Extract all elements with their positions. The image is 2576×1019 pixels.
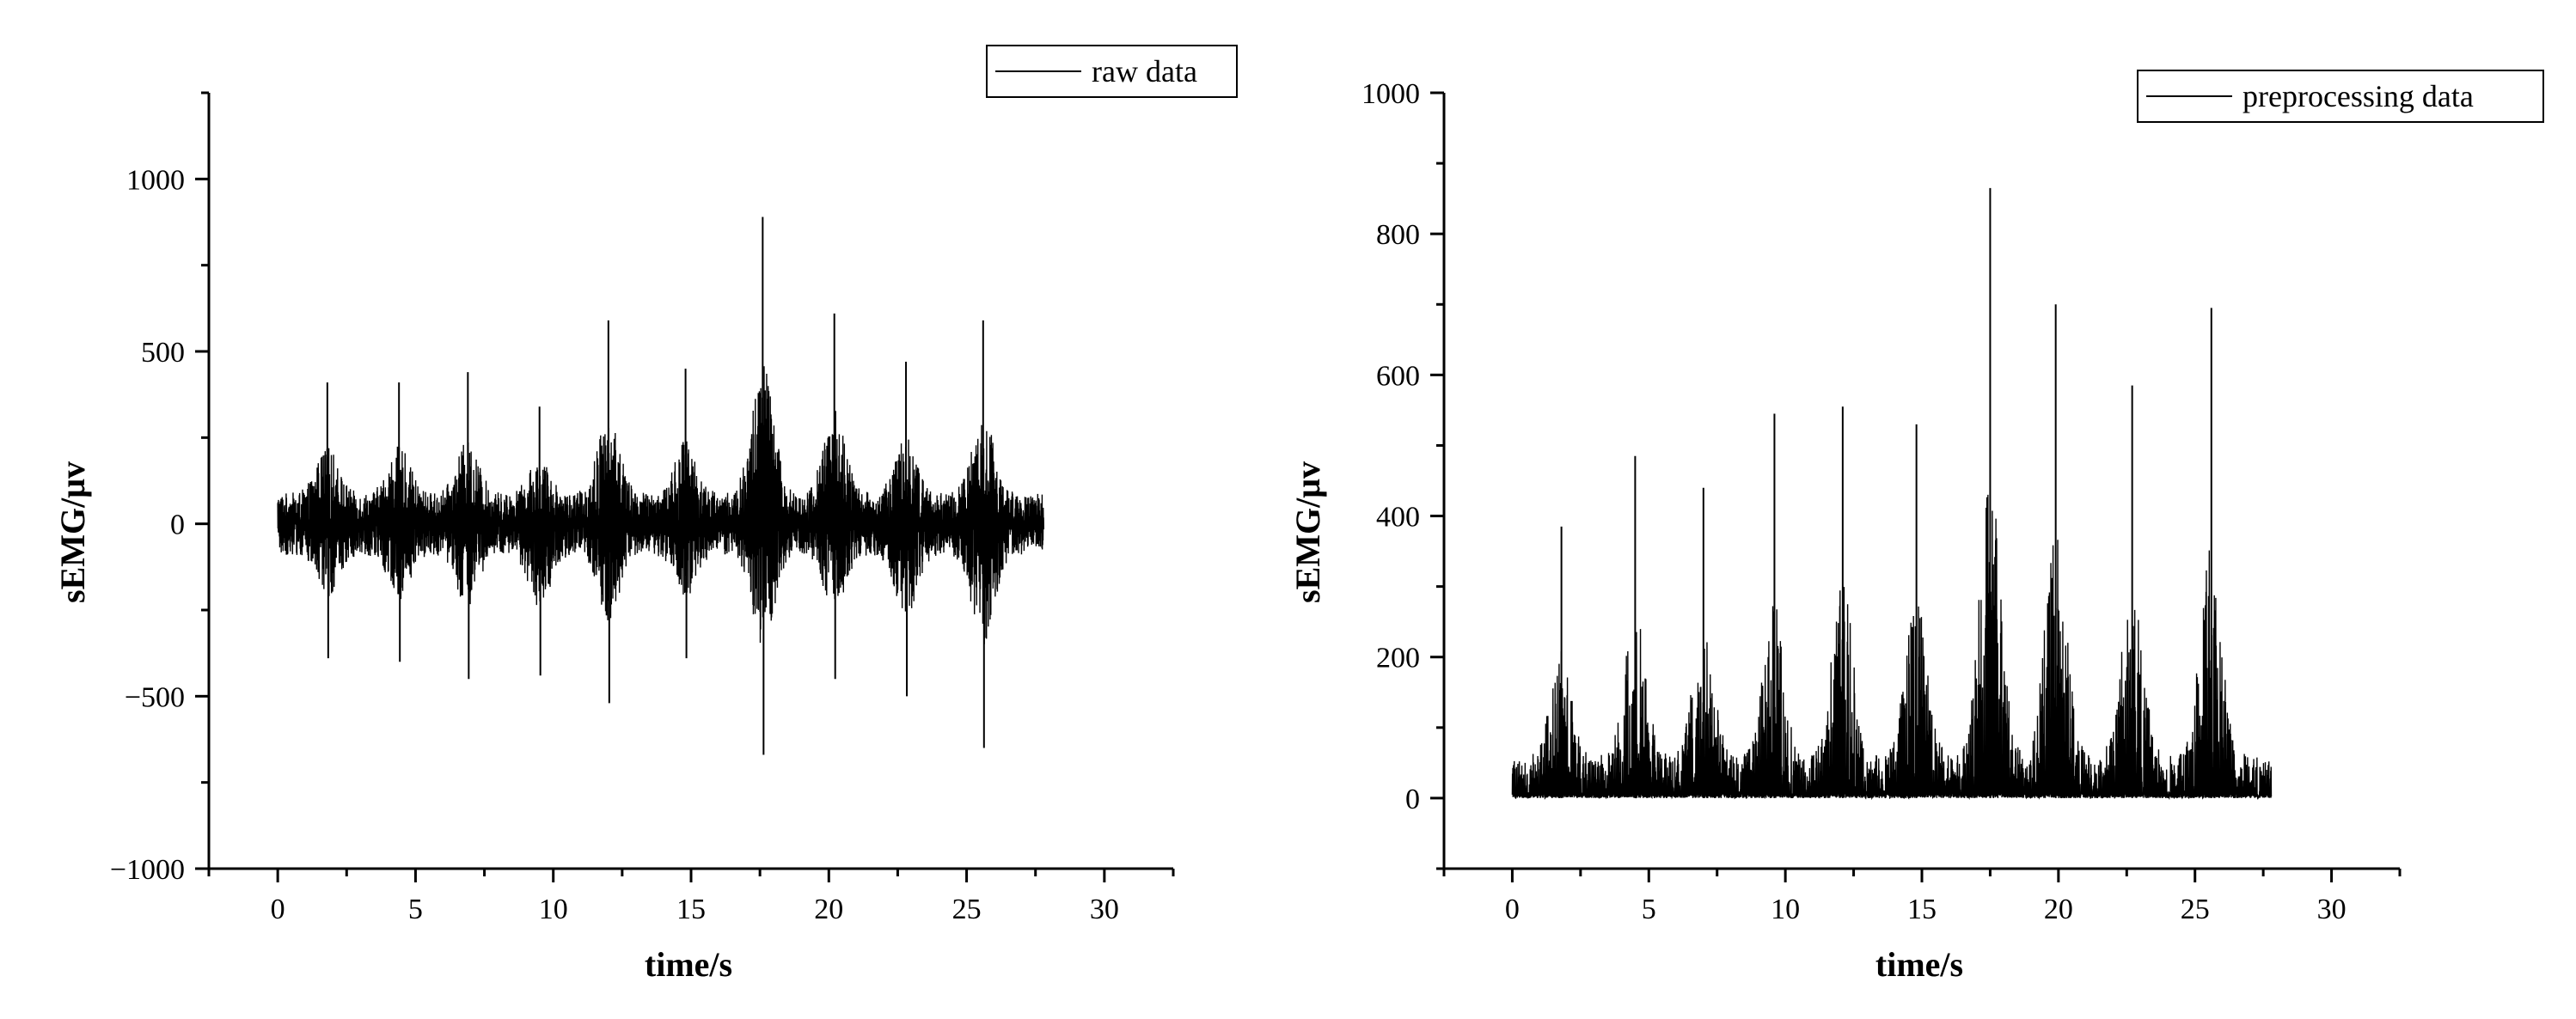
legend-label: preprocessing data [2243,79,2474,113]
y-axis-label: sEMG/μv [1288,461,1327,603]
x-tick-label: 5 [408,894,423,925]
chart-preprocessing-data: 0 5 10 15 20 25 30 0 200 400 600 800 1000 time/s sEMG/… [1288,70,2544,984]
x-tick-label: 10 [539,894,568,925]
y-tick-label: −1000 [110,854,185,886]
y-tick-label: 1000 [1361,78,1420,110]
y-tick-label: 0 [170,510,185,541]
x-axis-label: time/s [645,945,732,984]
x-tick-label: 25 [2181,894,2210,925]
legend: preprocessing data [2137,70,2544,123]
y-tick-label: 800 [1376,219,1420,251]
x-tick-label: 15 [676,894,706,925]
series-line [277,366,1045,644]
legend: raw data [986,45,1238,98]
y-axis-label: sEMG/μv [53,461,92,603]
x-tick-label: 15 [1907,894,1937,925]
series-line [1511,494,2273,801]
x-tick-label: 5 [1642,894,1656,925]
x-tick-label: 30 [1090,894,1119,925]
y-tick-label: 400 [1376,502,1420,534]
y-tick-label: 600 [1376,360,1420,392]
y-tick-label: 0 [1405,784,1420,815]
chart-raw-data: 0 5 10 15 20 25 30 −1000 −500 0 500 1000 time/s sEMG/… [53,45,1238,984]
y-tick-label: 1000 [126,164,185,196]
x-tick-label: 0 [271,894,285,925]
x-tick-label: 20 [814,894,843,925]
legend-label: raw data [1092,54,1197,88]
y-tick-label: 200 [1376,643,1420,674]
y-tick-label: 500 [141,337,185,369]
x-tick-label: 25 [952,894,982,925]
y-tick-label: −500 [125,681,185,713]
x-tick-label: 20 [2044,894,2073,925]
x-tick-label: 10 [1771,894,1800,925]
x-tick-label: 0 [1505,894,1520,925]
x-axis-label: time/s [1875,945,1963,984]
x-tick-label: 30 [2317,894,2347,925]
